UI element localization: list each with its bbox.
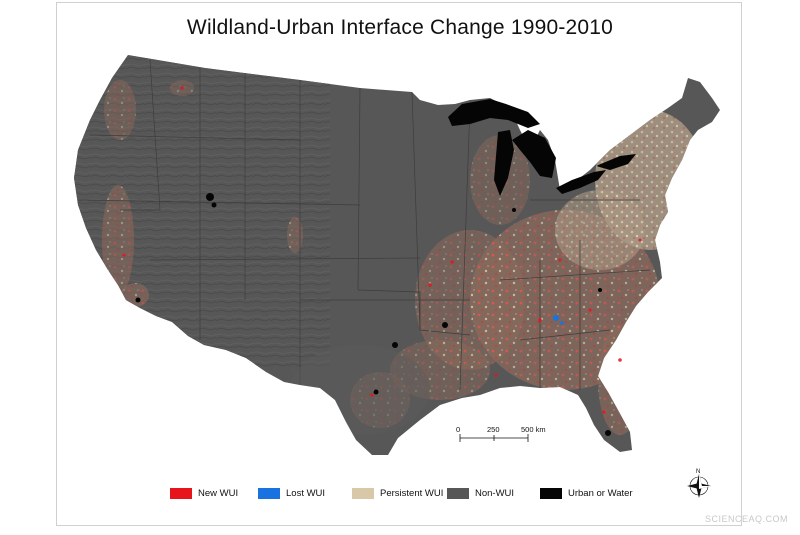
- watermark: SCIENCEAQ.COM: [704, 514, 788, 524]
- legend-label: Non-WUI: [475, 487, 515, 499]
- legend-item-lost-wui: Lost WUI: [258, 487, 352, 499]
- map-frame: [56, 2, 742, 526]
- legend-label: Lost WUI: [286, 487, 326, 499]
- legend-item-new-wui: New WUI: [170, 487, 258, 499]
- legend-item-persistent-wui: Persistent WUI: [352, 487, 447, 499]
- legend-swatch: [540, 487, 562, 499]
- compass-north-label: N: [696, 469, 701, 475]
- legend-item-urban-or-water: Urban or Water: [540, 487, 640, 499]
- legend-label: Persistent WUI: [380, 487, 444, 499]
- new-wui-spots: [122, 86, 642, 414]
- great-lakes: [448, 99, 636, 196]
- lost-wui-spots: [553, 315, 564, 325]
- compass-rose-icon: [687, 474, 711, 498]
- legend-swatch: [170, 487, 192, 499]
- legend-label: New WUI: [198, 487, 239, 499]
- scale-label-250: 250: [487, 425, 500, 434]
- legend-swatch: [258, 487, 280, 499]
- scale-label-0: 0: [456, 425, 461, 434]
- scale-label-500: 500 km: [521, 425, 546, 434]
- legend-item-non-wui: Non-WUI: [447, 487, 540, 499]
- map-title: Wildland-Urban Interface Change 1990-201…: [186, 16, 614, 39]
- legend-swatch: [447, 487, 469, 499]
- urban-areas: [135, 193, 611, 436]
- legend-label: Urban or Water: [568, 487, 633, 499]
- map-legend: New WUI Lost WUI Persistent WUI Non-WUI …: [170, 486, 640, 500]
- legend-swatch: [352, 487, 374, 499]
- scale-bar: [459, 434, 529, 442]
